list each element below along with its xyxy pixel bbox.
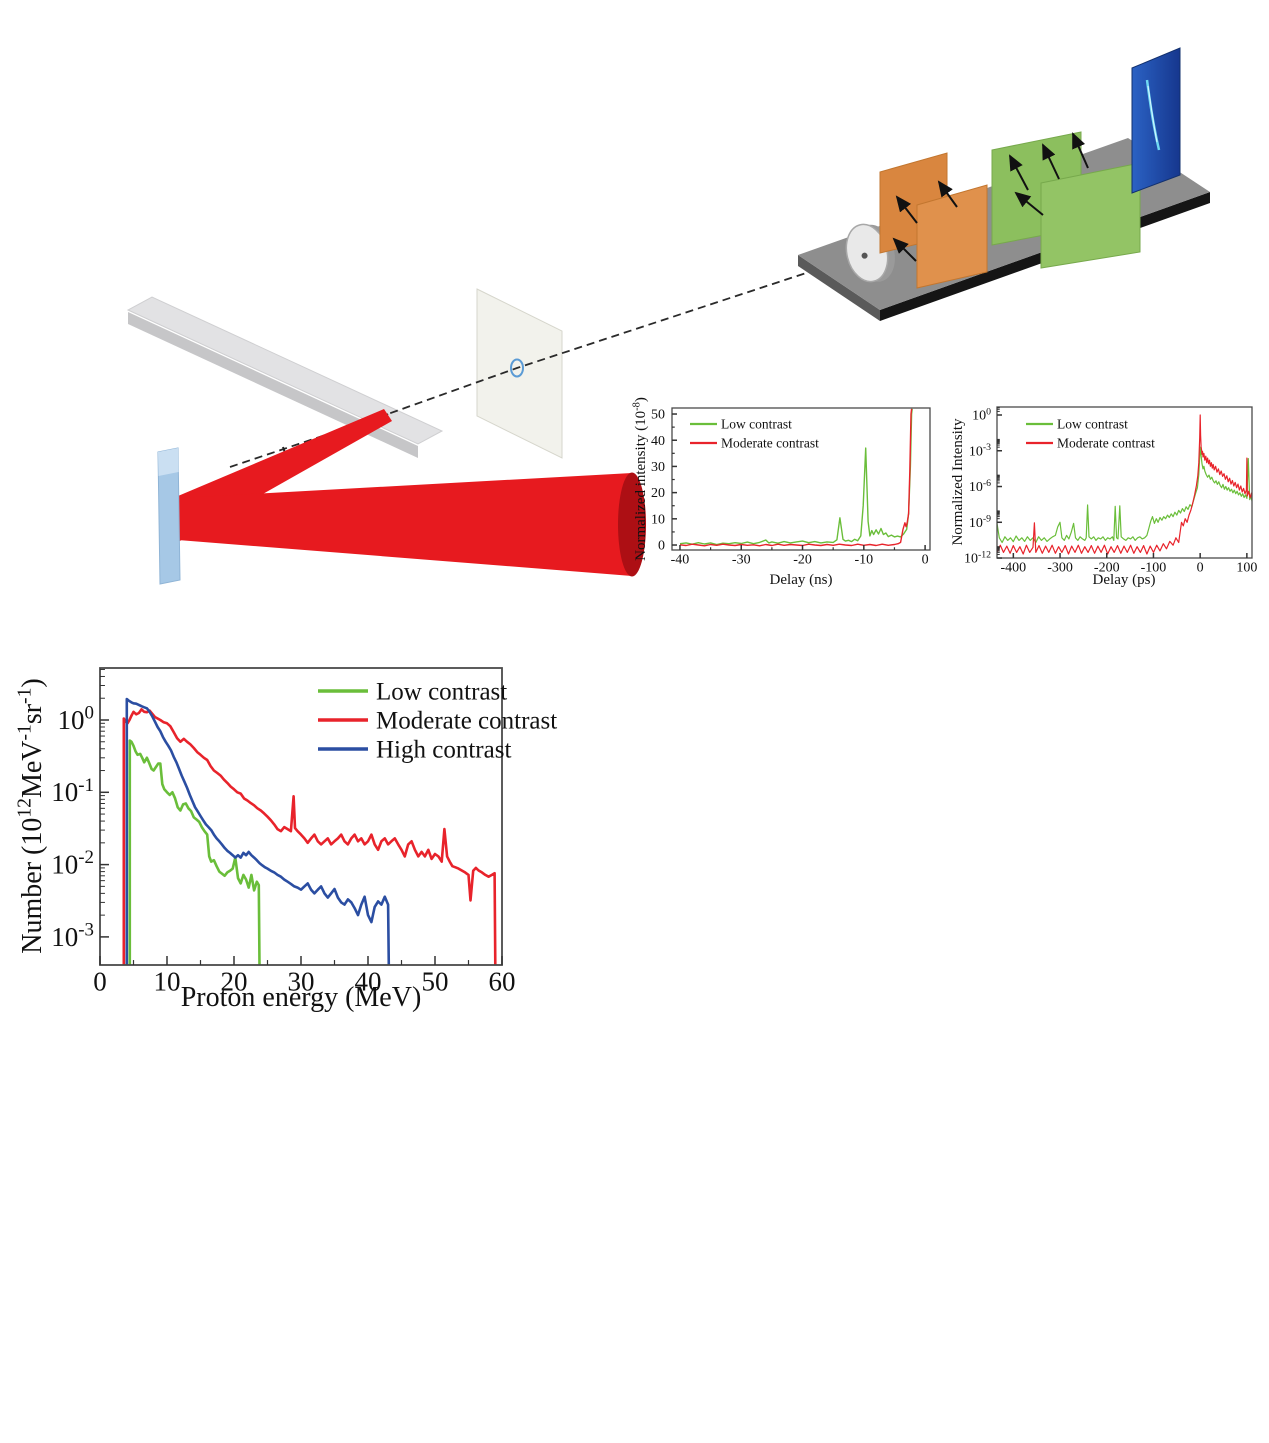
intensity-vs-delay-ps-chart-ylabel: Normalized Intensity (950, 418, 966, 546)
plasma-mirror (157, 447, 181, 585)
intensity-vs-delay-ns-chart-axes: -40 -30 -20 -10 0 0 10 20 30 40 50 (651, 408, 929, 568)
intensity-vs-delay-ns-chart-xlabel: Delay (ns) (770, 572, 833, 588)
x-tick-label: 20 (221, 967, 248, 997)
x-tick-label: -40 (671, 552, 690, 567)
x-tick-label: 0 (922, 552, 929, 567)
ip-trace-core (1147, 85, 1158, 143)
magnet-plates (879, 152, 988, 289)
target-rail (126, 296, 444, 458)
x-tick-label: 50 (422, 967, 449, 997)
y-tick-label: 20 (651, 486, 665, 501)
pm-glass-top (158, 448, 179, 476)
legend-label: Moderate contrast (721, 435, 819, 450)
image-plate (1131, 47, 1181, 194)
series-low-contrast (997, 446, 1252, 544)
y-tick-label: 10-9​ (969, 514, 991, 531)
field-arrows (892, 132, 1089, 262)
intensity-vs-delay-ns-chart-series (679, 408, 913, 547)
x-tick-label: -200 (1094, 560, 1120, 575)
y-tick-label: 10-2​ (51, 847, 94, 879)
intensity-vs-delay-ns-chart-ylabel: Normalized intensity (10-8​) (631, 397, 649, 561)
legend-label: Low contrast (721, 416, 792, 431)
legend-label: Moderate contrast (376, 707, 557, 734)
intensity-vs-delay-ns-chart: -40 -30 -20 -10 0 0 10 20 30 40 50 Delay (ns) Normal… (631, 397, 931, 588)
intensity-vs-delay-ns-chart-frame (671, 407, 931, 551)
x-tick-label: -20 (793, 552, 812, 567)
x-tick-label: -30 (732, 552, 751, 567)
ip-plate (1131, 47, 1181, 194)
intensity-vs-delay-ns-chart-legend: Low contrast Moderate contrast (690, 416, 819, 450)
y-tick-label: 100​ (58, 703, 94, 735)
incoming-beam (178, 473, 632, 576)
rail-top (126, 296, 444, 445)
y-tick-label: 10-3​ (51, 920, 94, 952)
x-tick-label: 0 (1197, 560, 1204, 575)
series-low-contrast (128, 739, 261, 965)
rcf-stack (476, 288, 563, 459)
x-tick-label: 40 (355, 967, 382, 997)
y-tick-label: 50 (651, 408, 665, 423)
rcf-pinhole (510, 358, 524, 378)
proton-spectrum-chart-axes: 0 10 20 30 40 50 60 100​ 10-1​ 10-2​ 10-3​ (51, 668, 516, 997)
series-moderate-contrast (679, 408, 913, 547)
y-tick-label: 30 (651, 460, 665, 475)
intensity-vs-delay-ps-chart-legend: Low contrast Moderate contrast (1026, 416, 1155, 450)
disk-pinhole (861, 252, 868, 259)
y-tick-label: 10-3​ (969, 442, 991, 459)
y-tick-label: 10-12​ (964, 549, 991, 566)
y-tick-label: 40 (651, 434, 665, 449)
proton-spectrum-chart-xlabel: Proton energy (MeV) (181, 982, 422, 1013)
series-moderate-contrast (122, 708, 497, 965)
y-tick-label: 0 (658, 539, 665, 554)
rcf-front-face (476, 288, 563, 459)
legend-label: Low contrast (376, 678, 507, 705)
intensity-vs-delay-ps-chart-xlabel: Delay (ps) (1093, 572, 1156, 588)
x-tick-label: -100 (1141, 560, 1167, 575)
x-tick-label: 100 (1236, 560, 1257, 575)
y-tick-label: 10-1​ (51, 775, 94, 807)
magnet-plate-front (916, 184, 988, 289)
proton-spectrum-chart: 0 10 20 30 40 50 60 100​ 10-1​ 10-2​ 10-3​ Proton e… (14, 667, 557, 1013)
x-tick-label: 0 (93, 967, 107, 997)
series-moderate-contrast (997, 414, 1252, 555)
y-tick-label: 100​ (972, 406, 991, 423)
y-tick-label: 10 (651, 512, 665, 527)
rail-side (128, 312, 418, 458)
x-tick-label: 30 (288, 967, 315, 997)
intensity-vs-delay-ps-chart-axes: -400 -300 -200 -100 0 100 100​ 10-3​ 10-6​ 10-9​ 1… (964, 406, 1257, 575)
x-tick-label: 60 (489, 967, 516, 997)
x-tick-label: -300 (1047, 560, 1073, 575)
laser-beam (178, 409, 646, 577)
y-tick-label: 10-6​ (969, 478, 991, 495)
electrode-plate-front (1040, 162, 1141, 269)
electron-temp-colorbar-canvas (0, 0, 300, 150)
proton-spectrum-chart-ylabel: Number (1012​MeV-1​sr-1​) (14, 678, 48, 953)
platform-left-edge (798, 255, 880, 321)
proton-spectrum-chart-series (122, 697, 497, 965)
legend-label: High contrast (376, 736, 511, 763)
legend-label: Moderate contrast (1057, 435, 1155, 450)
beam-aperture-cap (618, 472, 646, 577)
experimental-setup-diagram (126, 47, 1210, 585)
x-tick-label: -400 (1001, 560, 1027, 575)
x-tick-label: 10 (154, 967, 181, 997)
intensity-vs-delay-ps-chart: -400 -300 -200 -100 0 100 100​ 10-3​ 10-6​ 10-9​ 1… (950, 406, 1257, 588)
series-high-contrast (125, 697, 391, 965)
x-tick-label: -10 (854, 552, 873, 567)
intensity-vs-delay-ps-chart-series (997, 414, 1252, 555)
series-low-contrast (679, 408, 913, 546)
legend-label: Low contrast (1057, 416, 1128, 431)
